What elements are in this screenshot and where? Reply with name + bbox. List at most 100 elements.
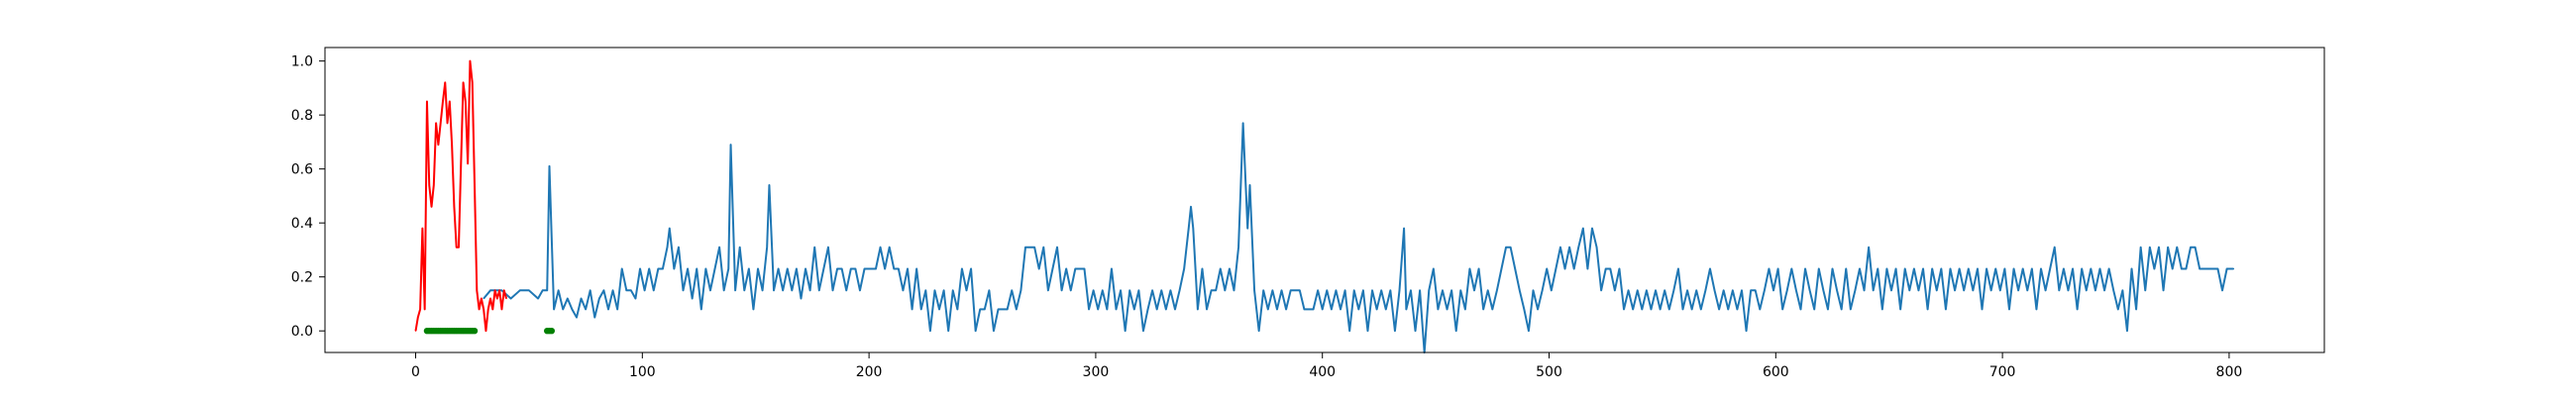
data-point	[970, 267, 972, 270]
data-point	[1885, 267, 1888, 270]
data-point	[1772, 289, 1774, 291]
data-point	[943, 289, 945, 291]
data-point	[465, 100, 467, 103]
data-point	[1913, 267, 1915, 270]
data-point	[1093, 289, 1095, 291]
data-point	[2008, 308, 2010, 310]
data-point	[723, 289, 725, 291]
data-point	[519, 289, 521, 291]
data-point	[933, 289, 936, 291]
data-point	[1646, 289, 1648, 291]
data-point	[1809, 289, 1811, 291]
data-point	[510, 297, 512, 300]
data-point	[1818, 267, 1820, 270]
y-tick-label: 0.4	[291, 216, 313, 232]
data-point	[2098, 267, 2101, 270]
data-point	[602, 289, 605, 291]
data-point	[1563, 267, 1566, 270]
data-point	[1169, 289, 1172, 291]
data-point	[1505, 247, 1507, 249]
data-point	[1618, 267, 1621, 270]
data-point	[1033, 247, 1035, 249]
data-point	[1146, 308, 1149, 310]
data-point	[1473, 289, 1475, 291]
data-point	[2103, 289, 2105, 291]
data-point	[451, 144, 453, 146]
data-point	[920, 308, 922, 310]
data-point	[1322, 308, 1324, 310]
data-point	[2054, 247, 2056, 249]
data-point	[1845, 267, 1847, 270]
data-point	[836, 267, 838, 270]
data-point	[2135, 308, 2137, 310]
data-point	[1102, 289, 1104, 291]
data-point	[961, 267, 963, 270]
data-point	[1464, 308, 1466, 310]
data-point	[1335, 289, 1338, 291]
data-point	[414, 330, 417, 332]
data-point	[1394, 330, 1396, 332]
data-point	[2158, 247, 2160, 249]
data-point	[700, 308, 702, 310]
data-point	[1371, 289, 1373, 291]
data-point	[673, 267, 675, 270]
x-tick-label: 300	[1083, 364, 1110, 380]
data-point	[2026, 289, 2028, 291]
data-point	[1290, 289, 1292, 291]
data-point	[2058, 289, 2060, 291]
data-point	[611, 289, 614, 291]
data-point	[1623, 308, 1625, 310]
data-point	[1627, 289, 1630, 291]
data-point	[424, 308, 426, 310]
data-point	[1854, 289, 1856, 291]
data-point	[1312, 308, 1315, 310]
data-point	[1271, 289, 1273, 291]
data-point	[997, 308, 1000, 310]
data-point	[782, 289, 784, 291]
data-point	[1002, 308, 1004, 310]
data-point	[1700, 308, 1702, 310]
data-point	[2072, 267, 2074, 270]
data-point	[476, 289, 478, 291]
data-point	[2067, 289, 2070, 291]
data-point	[1968, 267, 1970, 270]
data-point	[1446, 308, 1449, 310]
data-point	[993, 330, 995, 332]
data-point	[444, 81, 446, 84]
data-point	[616, 308, 618, 310]
data-point	[1340, 308, 1342, 310]
data-point	[2094, 289, 2096, 291]
data-point	[1405, 308, 1407, 310]
data-point	[743, 289, 745, 291]
series-line-0	[483, 122, 2234, 353]
data-point	[576, 316, 578, 319]
data-point	[1894, 267, 1897, 270]
data-point	[1491, 308, 1493, 310]
data-point	[1586, 267, 1589, 270]
marker-point	[471, 327, 479, 335]
data-point	[1695, 289, 1697, 291]
data-point	[889, 247, 891, 249]
data-point	[796, 267, 798, 270]
data-point	[1237, 247, 1239, 249]
data-point	[1681, 308, 1684, 310]
y-tick-label: 0.6	[291, 162, 313, 178]
data-point	[449, 100, 451, 103]
data-point	[1348, 330, 1350, 332]
data-point	[537, 297, 539, 300]
data-point	[2153, 267, 2156, 270]
data-point	[938, 308, 940, 310]
data-point	[1981, 308, 1984, 310]
data-point	[607, 308, 609, 310]
data-point	[2162, 289, 2165, 291]
data-point	[1945, 308, 1947, 310]
data-point	[1582, 228, 1584, 230]
data-point	[2121, 289, 2123, 291]
data-point	[1546, 267, 1548, 270]
data-point	[456, 247, 458, 249]
data-point	[956, 308, 958, 310]
data-point	[1850, 308, 1852, 310]
data-point	[729, 144, 732, 146]
data-point	[850, 267, 852, 270]
data-point	[1781, 308, 1783, 310]
